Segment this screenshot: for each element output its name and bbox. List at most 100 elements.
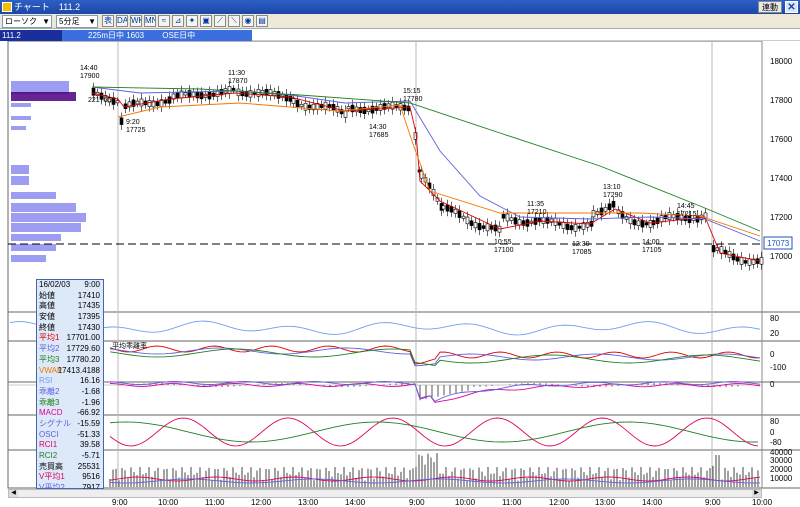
volume-profile-bar <box>11 81 69 94</box>
panel-row: 平均1 17701.00 <box>37 333 103 344</box>
annotation-time: 9:20 <box>126 119 140 126</box>
candle <box>453 208 458 214</box>
chart-type-select[interactable]: ローソク ▼ <box>2 15 52 28</box>
toolbar-button[interactable]: ✦ <box>186 15 198 27</box>
candle <box>99 92 104 100</box>
annotation-value: 17725 <box>126 127 146 134</box>
panel-time: 9:00 <box>84 280 100 289</box>
panel-value: -15.59 <box>77 418 100 428</box>
candle <box>565 223 570 230</box>
toolbar-button[interactable]: ▤ <box>256 15 268 27</box>
toolbar-button[interactable]: ▣ <box>200 15 212 27</box>
time-axis-label: 14:00 <box>345 498 366 507</box>
volume-profile-bar <box>11 192 56 199</box>
link-button[interactable]: 連動 <box>758 1 782 13</box>
volume-tick-label: 30000 <box>770 456 793 465</box>
time-axis-label: 11:00 <box>205 498 225 507</box>
panel-label: RCI1 <box>39 440 58 450</box>
scroll-left-icon[interactable]: ◀ <box>9 490 18 497</box>
volume-profile-bar <box>11 116 31 120</box>
panel-value: -1.68 <box>81 386 100 396</box>
market-name: OSE日中 <box>162 31 196 40</box>
volume-profile-bar <box>11 213 86 222</box>
candle <box>735 257 740 262</box>
toolbar-button[interactable]: MN <box>144 15 156 27</box>
toolbar-button[interactable]: WK <box>130 15 142 27</box>
panel-label: 安値 <box>39 312 55 322</box>
annotation-time: 10:55 <box>494 239 512 246</box>
candle <box>632 219 637 226</box>
candle <box>723 249 728 255</box>
panel-label: MACD <box>39 408 63 418</box>
deviation-tick-label: -100 <box>770 363 787 372</box>
deviation2-line <box>109 347 761 367</box>
horizontal-scrollbar[interactable]: ◀ ▶ <box>8 489 762 498</box>
chevron-down-icon: ▼ <box>88 17 96 26</box>
candle <box>151 100 156 108</box>
candle <box>419 170 424 179</box>
candle <box>549 218 554 223</box>
symbol-code: 111.2 <box>0 30 62 41</box>
toolbar-button[interactable]: ⟋ <box>214 15 226 27</box>
candle <box>481 225 486 229</box>
candle <box>473 222 478 229</box>
panel-value: 17780.20 <box>66 354 100 364</box>
close-icon[interactable]: ✕ <box>785 1 798 13</box>
toolbar-button[interactable]: DAY <box>116 15 128 27</box>
time-axis-label: 10:00 <box>455 498 476 507</box>
candle <box>107 97 112 103</box>
time-axis-label: 13:00 <box>595 498 616 507</box>
price-tick-label: 17800 <box>770 96 793 105</box>
panel-value: 7917 <box>82 483 100 493</box>
candle <box>655 217 660 224</box>
candle <box>227 86 232 94</box>
time-axis-label: 10:00 <box>752 498 773 507</box>
candle <box>350 104 355 113</box>
candle <box>167 96 172 104</box>
candle <box>628 216 633 225</box>
candle <box>485 223 490 232</box>
annotation-value: 17900 <box>80 73 100 80</box>
toolbar-button[interactable]: ≈ <box>158 15 170 27</box>
volume-profile-bar <box>11 92 76 101</box>
toolbar-button[interactable]: ⟍ <box>228 15 240 27</box>
time-axis-label: 12:00 <box>251 498 272 507</box>
candle <box>319 103 324 108</box>
candle <box>489 225 494 230</box>
toolbar-button[interactable]: ◉ <box>242 15 254 27</box>
candle <box>183 92 188 96</box>
interval-select[interactable]: 5分足 ▼ <box>56 15 98 28</box>
signal-line <box>109 381 761 402</box>
volume-profile-bar <box>11 244 56 251</box>
deviation-pane-title: 平均乖離率 <box>112 341 147 350</box>
panel-label: V平均2 <box>39 483 65 493</box>
panel-row: OSCI -51.33 <box>37 430 103 441</box>
annotation-value: 221765 <box>88 97 111 104</box>
panel-value: 17413.4188 <box>57 365 100 375</box>
panel-date: 16/02/03 <box>39 280 71 289</box>
volume-profile-bar <box>11 203 76 212</box>
candle <box>636 220 641 227</box>
price-tick-label: 17400 <box>770 174 793 183</box>
panel-row: 終値 17430 <box>37 323 103 334</box>
toolbar-button[interactable]: ⊿ <box>172 15 184 27</box>
price-tick-label: 17600 <box>770 135 793 144</box>
candle <box>611 200 616 208</box>
candle <box>759 257 764 265</box>
candle <box>477 222 482 231</box>
panel-row: VWAP 17413.4188 <box>37 366 103 377</box>
annotation-value: 17870 <box>228 78 248 85</box>
candle <box>441 205 446 210</box>
candle <box>346 106 351 110</box>
candle <box>163 100 168 104</box>
candle <box>131 99 136 107</box>
scroll-right-icon[interactable]: ▶ <box>752 490 761 497</box>
panel-row: 高値 17435 <box>37 301 103 312</box>
candle <box>103 95 108 102</box>
candle <box>264 88 269 96</box>
candle <box>268 89 273 96</box>
toolbar-button[interactable]: 表 <box>102 15 114 27</box>
candle <box>461 215 466 219</box>
candle <box>91 87 96 96</box>
